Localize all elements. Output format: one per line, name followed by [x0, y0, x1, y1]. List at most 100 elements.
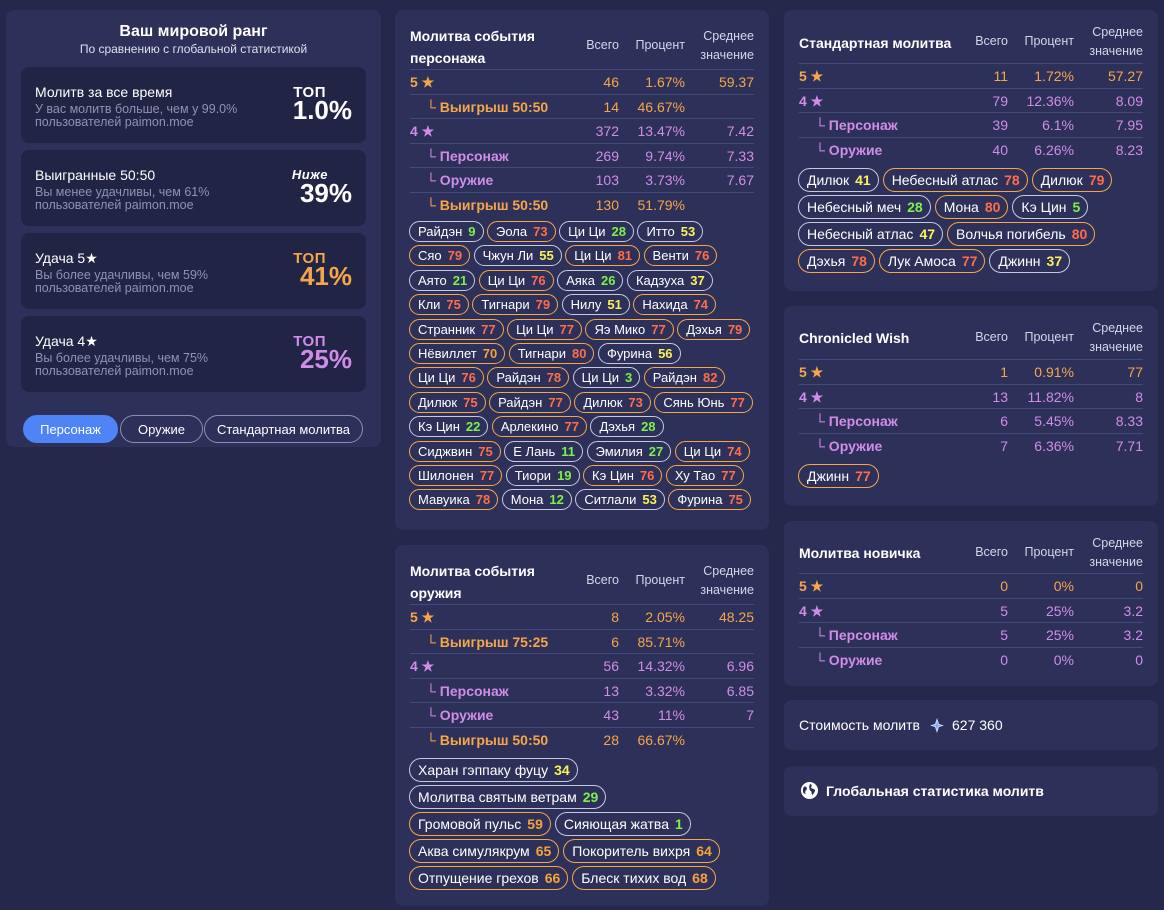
item-pity: 79	[727, 321, 743, 337]
header-percent: Процент	[635, 38, 686, 52]
item-name: Аято	[418, 272, 447, 288]
table-row: 5 ★ 8 2.05% 48.25	[410, 604, 754, 628]
character-event-card: Молитва события персонажа Всего Процент Сред…	[395, 10, 769, 530]
row-label: 4 ★	[799, 388, 824, 405]
item-name: Небесный атлас	[891, 172, 999, 188]
table-title: Молитва новичка	[799, 545, 921, 561]
item-pity: 19	[557, 467, 572, 483]
row-total: 13	[992, 388, 1008, 405]
item-name: Громовой пульс	[418, 816, 522, 832]
item-pity: 65	[535, 843, 552, 859]
item-name: Небесный меч	[807, 199, 902, 215]
item-pill: Кэ Цин 5	[1012, 195, 1089, 219]
row-total: 56	[603, 658, 619, 674]
row-label: 5 ★	[410, 609, 435, 625]
header-avg-1: Среднее	[1092, 25, 1143, 39]
primogem-icon	[929, 717, 945, 739]
row-total: 28	[603, 731, 619, 748]
item-pity: 73	[533, 224, 548, 239]
item-pity: 77	[651, 321, 666, 337]
tab-standard[interactable]: Стандартная молитва	[204, 415, 363, 443]
item-name: Волчья погибель	[956, 226, 1066, 242]
rank-title: Ваш мировой ранг	[119, 23, 268, 40]
item-pity: 74	[693, 297, 709, 313]
item-pity: 80	[984, 199, 1001, 215]
item-pill: Ци Ци 77	[507, 318, 582, 340]
table-row: 5 ★ 0 0% 0	[799, 573, 1143, 597]
item-pity: 56	[658, 345, 673, 361]
item-pity: 78	[851, 253, 867, 269]
tab-character[interactable]: Персонаж	[23, 415, 118, 443]
item-pill: Кадзуха 37	[626, 269, 713, 291]
item-pity: 75	[478, 443, 493, 459]
pill-list: Харан гэппаку фуцу 34 Молитва святым ветра…	[409, 758, 749, 893]
rank-item-tier: ТОП	[293, 84, 326, 101]
row-percent: 5.45%	[1034, 413, 1074, 429]
wish-cost-value: 627 360	[952, 717, 1003, 733]
table-title-line2: персонажа	[410, 50, 486, 66]
row-label: 4 ★	[799, 602, 824, 619]
item-pity: 28	[641, 419, 656, 435]
item-pill: Итто 53	[637, 221, 704, 242]
row-label: 5 ★	[799, 364, 824, 380]
item-pity: 28	[907, 199, 923, 215]
item-pity: 77	[559, 321, 574, 337]
row-label: └ Персонаж	[815, 413, 898, 429]
item-pill: Тиори 19	[505, 464, 580, 486]
item-pill: Отпущение грехов 66	[409, 866, 569, 890]
item-pill: Дилюк 41	[798, 168, 879, 192]
row-average: 8.33	[1115, 413, 1143, 429]
item-pill: Нилу 51	[561, 294, 630, 316]
row-total: 103	[595, 172, 619, 188]
item-pill: Дэхья 28	[590, 416, 664, 438]
row-total: 11	[993, 68, 1008, 84]
item-pity: 21	[452, 272, 468, 288]
item-pill: Ци Ци 28	[559, 221, 634, 242]
row-average: 7.95	[1115, 117, 1143, 133]
item-pity: 12	[549, 492, 564, 508]
table-row: └ Оружие 43 11% 7	[410, 702, 754, 726]
header-avg-2: значение	[1089, 44, 1143, 58]
row-total: 372	[595, 123, 619, 139]
table-row: └ Выигрыш 50:50 130 51.79%	[410, 191, 754, 216]
item-name: Ци Ци	[683, 443, 722, 459]
item-name: Блеск тихих вод	[581, 870, 687, 886]
item-name: Кэ Цин	[418, 419, 460, 435]
row-label: └ Оружие	[815, 437, 883, 454]
item-name: Дилюк	[583, 394, 623, 410]
item-pill: Нахида 74	[633, 294, 717, 316]
item-name: Сияющая жатва	[563, 816, 669, 832]
row-total: 8	[611, 609, 619, 625]
item-name: Джинн	[998, 253, 1041, 269]
row-label: └ Выигрыш 75:25	[426, 633, 549, 650]
row-average: 0	[1135, 651, 1143, 668]
global-stats-link[interactable]: Глобальная статистика молитв	[784, 766, 1158, 816]
item-name: Нахида	[642, 297, 688, 313]
row-percent: 0%	[1053, 651, 1074, 668]
item-pill: Сяо 79	[409, 245, 471, 267]
item-pity: 37	[690, 272, 705, 288]
table-row: └ Выигрыш 75:25 6 85.71%	[410, 628, 754, 653]
item-name: Фурина	[606, 345, 653, 361]
item-name: Ци Ци	[418, 370, 456, 386]
row-total: 40	[992, 141, 1008, 158]
item-name: Тиори	[514, 467, 552, 483]
header-total: Всего	[586, 573, 619, 587]
table-row: 5 ★ 1 0.91% 77	[799, 359, 1143, 383]
item-name: Лук Амоса	[887, 253, 956, 269]
table-row: 4 ★ 5 25% 3.2	[799, 597, 1143, 622]
item-pill: Кли 75	[409, 294, 469, 316]
item-pill: Аква симулякрум 65	[409, 839, 560, 863]
tab-weapon[interactable]: Оружие	[120, 415, 203, 443]
item-pill: Райдэн 78	[487, 367, 570, 389]
row-total: 0	[1000, 578, 1008, 594]
item-pity: 75	[463, 394, 478, 410]
table-title: Молитва события	[410, 563, 535, 579]
row-average: 0	[1135, 578, 1143, 594]
row-percent: 11.82%	[1027, 388, 1074, 405]
table-row: └ Персонаж 13 3.32% 6.85	[410, 677, 754, 702]
item-pill: Эола 73	[487, 221, 556, 242]
row-total: 7	[1000, 437, 1008, 454]
row-label: └ Оружие	[815, 651, 883, 668]
item-name: Покоритель вихря	[572, 843, 691, 859]
